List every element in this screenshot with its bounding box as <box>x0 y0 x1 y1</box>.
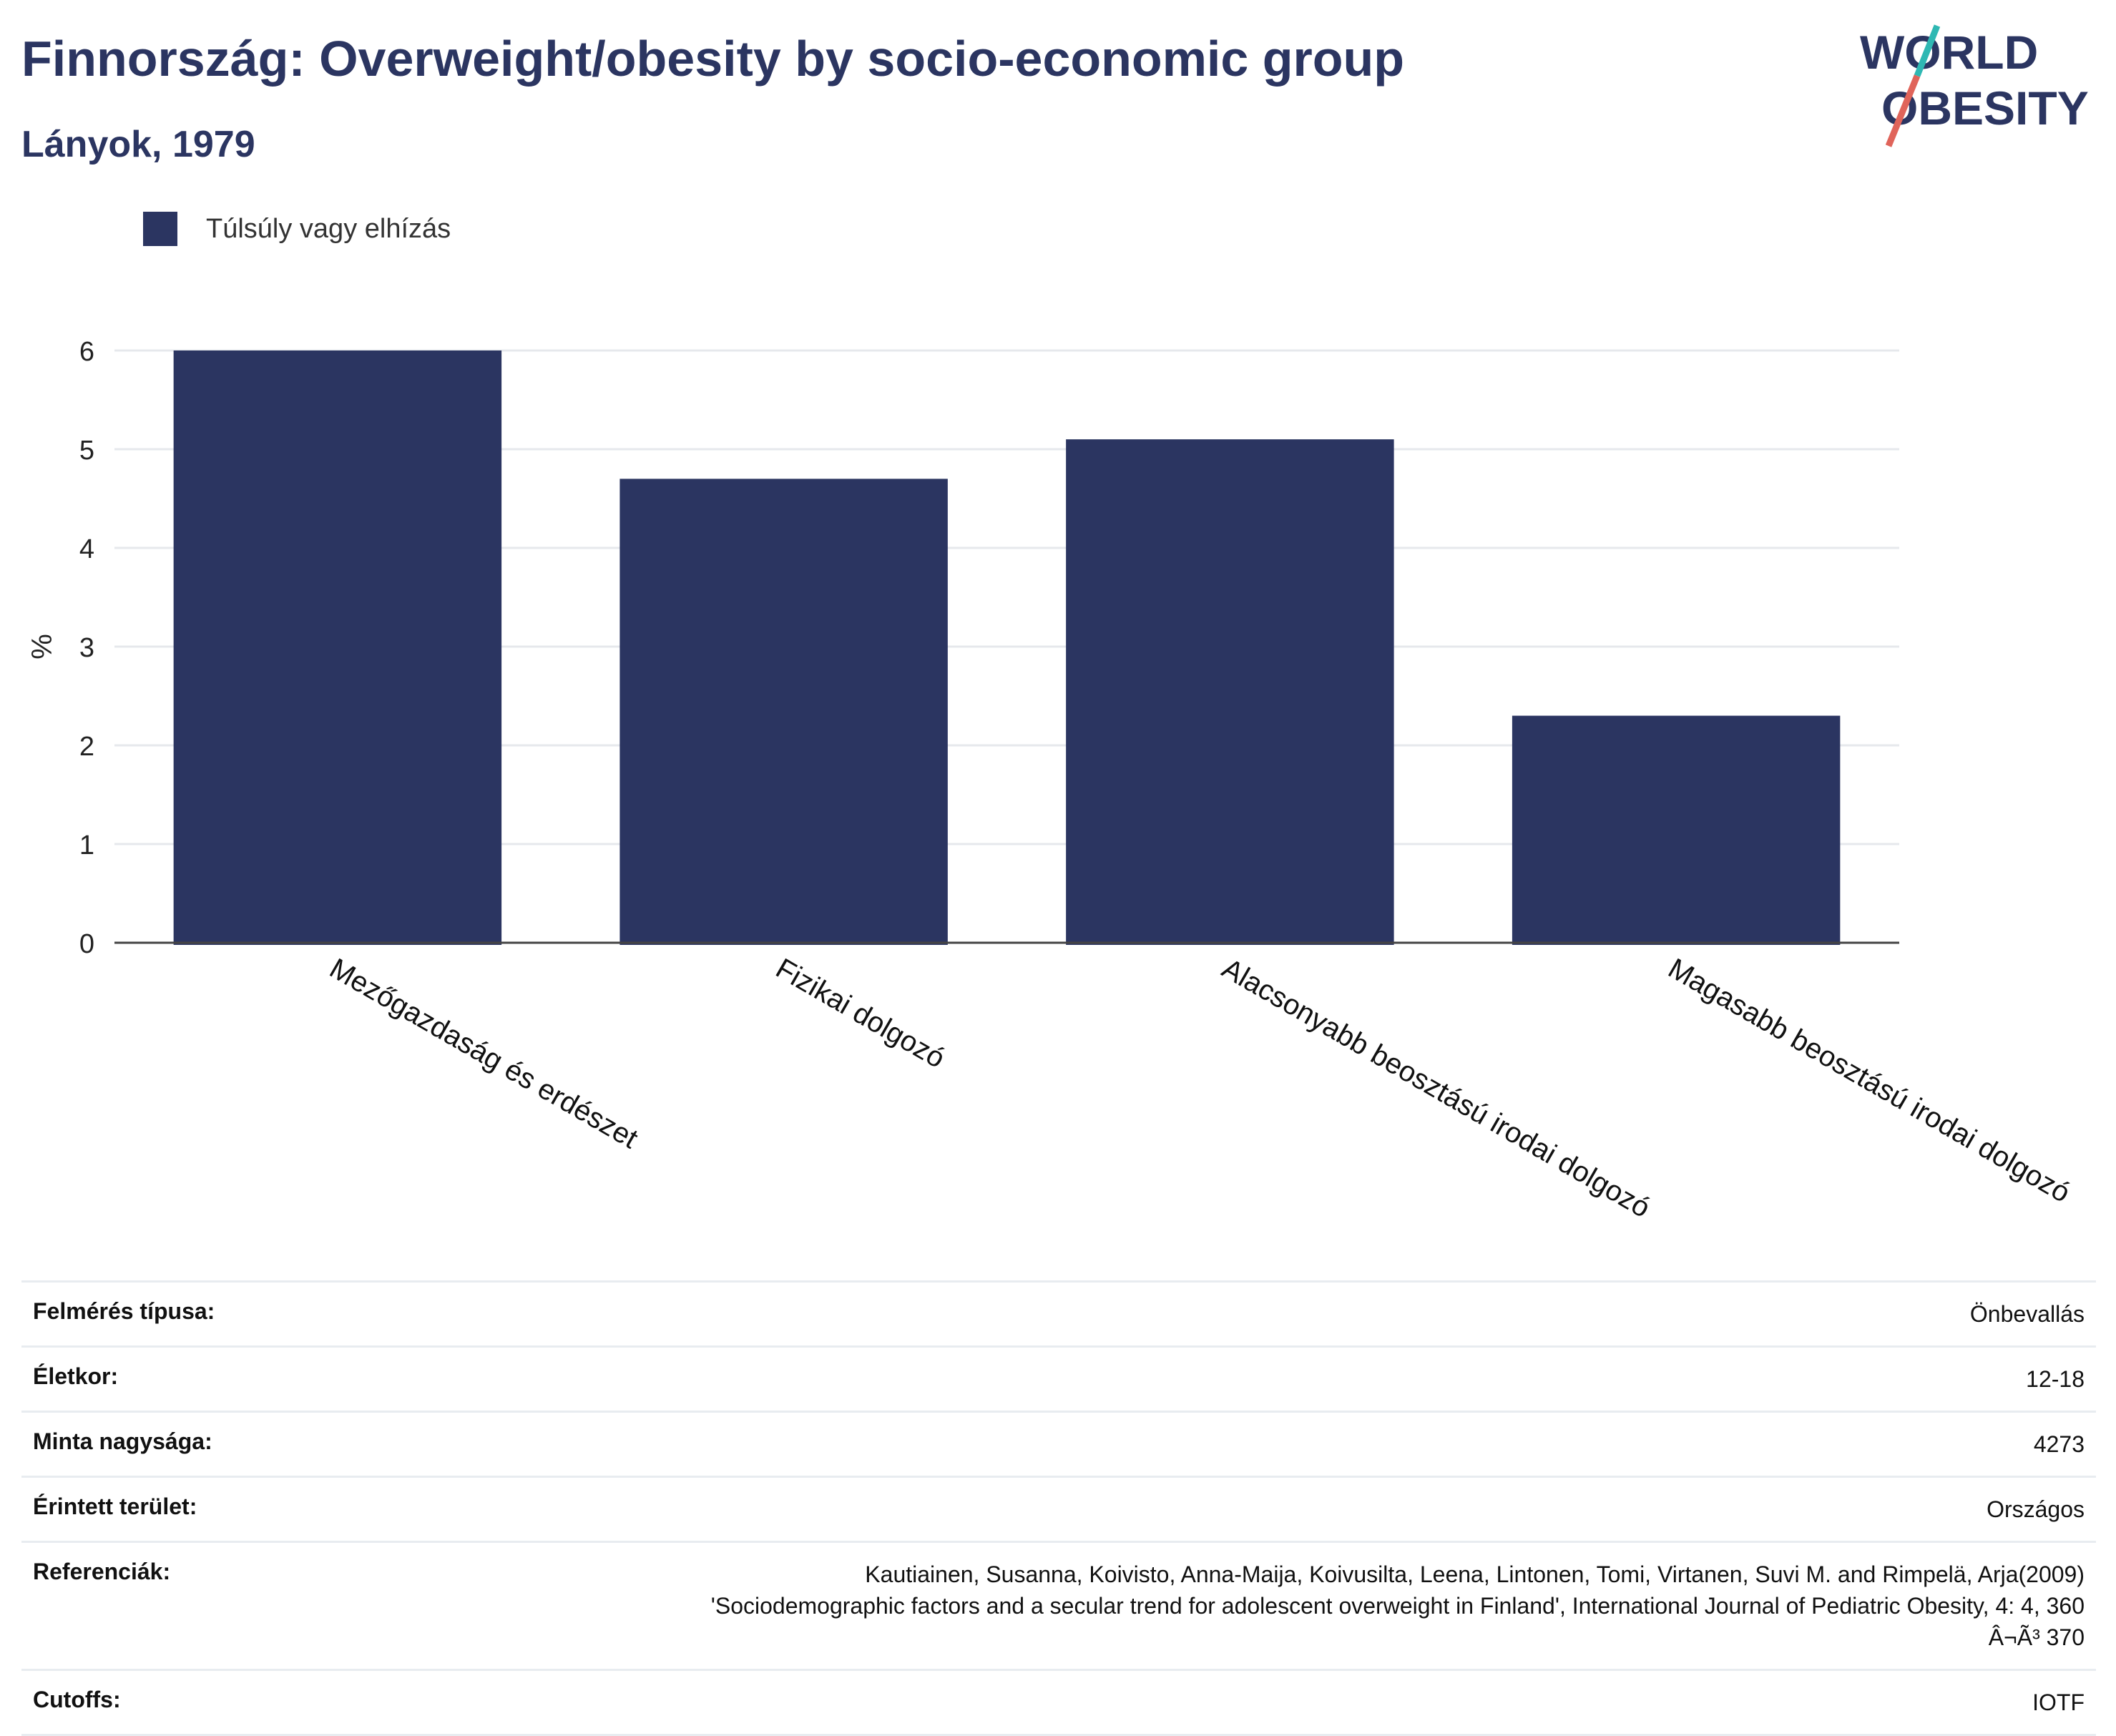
y-tick-label: 3 <box>79 633 94 663</box>
meta-row-survey-type: Felmérés típusa: Önbevallás <box>21 1280 2096 1347</box>
metadata-table: Felmérés típusa: Önbevallás Életkor: 12-… <box>21 1280 2096 1736</box>
y-tick-label: 2 <box>79 732 94 762</box>
chart-title: Finnország: Overweight/obesity by socio-… <box>21 31 1405 87</box>
y-tick-label: 6 <box>79 337 94 367</box>
bar <box>619 479 948 945</box>
legend-label: Túlsúly vagy elhízás <box>206 213 451 244</box>
meta-key: Minta nagysága: <box>21 1411 474 1477</box>
meta-row-cutoffs: Cutoffs: IOTF <box>21 1669 2096 1736</box>
meta-value: Önbevallás <box>474 1280 2096 1347</box>
legend: Túlsúly vagy elhízás <box>143 212 451 246</box>
meta-value: Országos <box>474 1476 2096 1542</box>
y-tick-label: 4 <box>79 534 94 564</box>
meta-value: 4273 <box>474 1411 2096 1477</box>
x-tick-label: Fizikai dolgozó <box>770 953 950 1074</box>
bar <box>1066 439 1394 945</box>
meta-value: Kautiainen, Susanna, Koivisto, Anna-Maij… <box>474 1541 2096 1670</box>
meta-row-age: Életkor: 12-18 <box>21 1345 2096 1412</box>
logo-line1: WORLD <box>1860 26 2038 79</box>
x-tick-label: Alacsonyabb beosztású irodai dolgozó <box>1217 953 1655 1224</box>
meta-key: Felmérés típusa: <box>21 1280 474 1347</box>
meta-key: Érintett terület: <box>21 1476 474 1542</box>
logo-line2: OBESITY <box>1881 82 2089 134</box>
meta-value: IOTF <box>474 1669 2096 1736</box>
y-tick-label: 5 <box>79 436 94 466</box>
x-tick-label: Mezőgazdaság és erdészet <box>324 953 643 1155</box>
reference-line-1: Kautiainen, Susanna, Koivisto, Anna-Maij… <box>865 1561 2085 1587</box>
meta-key: Életkor: <box>21 1345 474 1412</box>
bar <box>173 350 502 945</box>
legend-swatch <box>143 212 177 246</box>
meta-row-sample-size: Minta nagysága: 4273 <box>21 1411 2096 1477</box>
world-obesity-logo: WORLD OBESITY <box>1860 24 2089 147</box>
y-tick-label: 1 <box>79 830 94 860</box>
bar <box>1512 715 1841 945</box>
x-tick-label: Magasabb beosztású irodai dolgozó <box>1663 953 2076 1209</box>
chart-subtitle: Lányok, 1979 <box>21 124 255 165</box>
y-axis-label: % <box>26 634 58 659</box>
meta-value: 12-18 <box>474 1345 2096 1412</box>
meta-row-references: Referenciák: Kautiainen, Susanna, Koivis… <box>21 1541 2096 1670</box>
reference-line-2: 'Sociodemographic factors and a secular … <box>710 1593 2085 1619</box>
y-tick-label: 0 <box>79 929 94 959</box>
bar-chart: 0 1 2 3 4 5 6% Mezőgazdaság és erdészet Fizikai … <box>26 337 2076 1224</box>
meta-row-area: Érintett terület: Országos <box>21 1476 2096 1542</box>
meta-key: Cutoffs: <box>21 1669 474 1736</box>
meta-key: Referenciák: <box>21 1541 474 1670</box>
reference-line-3: Â¬Ã³ 370 <box>1988 1624 2085 1650</box>
